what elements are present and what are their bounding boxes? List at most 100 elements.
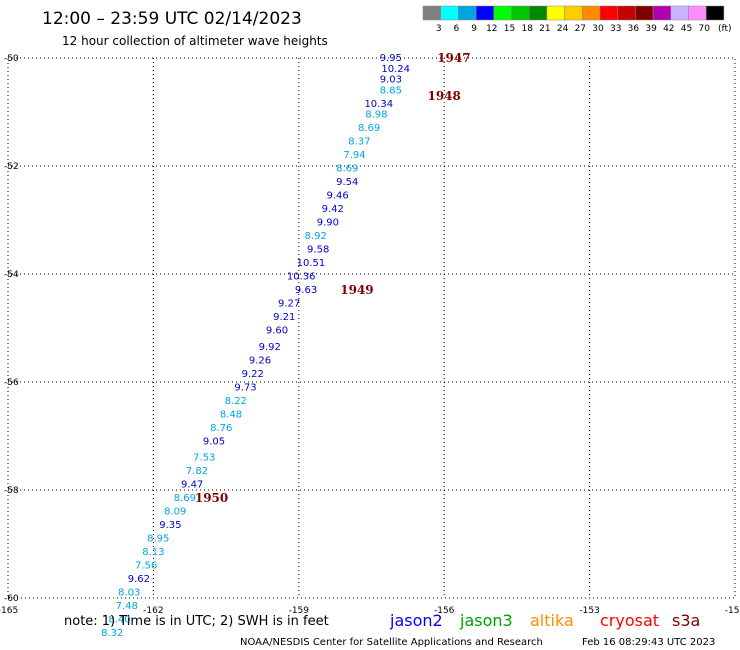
swh-value: 8.69 (174, 493, 196, 504)
legend-swatch (705, 5, 725, 21)
plot-grid (7, 57, 736, 599)
swh-value: 7.82 (186, 466, 208, 477)
legend-swatch (458, 5, 477, 21)
x-tick-label: -159 (289, 606, 310, 616)
legend-swatch (493, 5, 512, 21)
swh-value: 7.48 (116, 601, 138, 612)
x-tick-label: -153 (579, 606, 599, 616)
swh-value: 8.76 (210, 423, 232, 434)
swh-value: 8.85 (380, 85, 402, 96)
swh-value: 9.21 (273, 312, 295, 323)
x-tick-label: -156 (434, 606, 455, 616)
swh-value: 9.47 (181, 480, 203, 491)
legend-swatch (617, 5, 636, 21)
legend-value: 18 (521, 24, 533, 34)
color-scale-legend: 3 6 9 12 15 18 21 24 27 30 33 36 39 42 45 70 (ft) (422, 5, 732, 34)
swh-value: 8.22 (225, 396, 247, 407)
legend-value: 42 (663, 24, 674, 34)
swh-value: 8.03 (118, 588, 140, 599)
y-tick-label: -54 (4, 270, 19, 280)
legend-value: 15 (504, 24, 515, 34)
swh-value: 9.54 (336, 177, 358, 188)
time-label: 1947 (437, 51, 470, 65)
swh-value: 8.09 (164, 507, 186, 518)
footer-credit: NOAA/NESDIS Center for Satellite Applica… (240, 637, 543, 648)
swh-value: 10.36 (287, 272, 316, 283)
legend-value: 6 (454, 24, 460, 34)
swh-value: 7.94 (343, 150, 365, 161)
swh-value: 10.34 (364, 99, 393, 110)
legend-value: 3 (436, 24, 442, 34)
time-label: 1949 (340, 283, 373, 297)
y-tick-label: -52 (4, 162, 19, 172)
legend-swatch (511, 5, 530, 21)
swh-value: 8.48 (220, 409, 242, 420)
satellite-cryosat: cryosat (600, 611, 659, 630)
swh-value: 9.95 (380, 53, 402, 64)
swh-value: 8.13 (142, 547, 164, 558)
axis-tick-labels: -50 -52 -54 -56 -58 -60 -165 -162 -159 -156 -153 -1… (0, 54, 740, 616)
legend-swatch (475, 5, 495, 21)
swh-value: 9.42 (322, 204, 344, 215)
swh-value: 9.22 (242, 369, 264, 380)
x-tick-label: -162 (143, 606, 163, 616)
satellite-jason2: jason2 (389, 611, 443, 630)
swh-value: 9.58 (307, 245, 329, 256)
legend-swatch (635, 5, 654, 21)
legend-value: 9 (471, 24, 477, 34)
time-label: 1950 (195, 491, 228, 505)
satellite-s3a: s3a (672, 611, 700, 630)
satellite-altika: altika (530, 611, 574, 630)
footer-timestamp: Feb 16 08:29:43 UTC 2023 (582, 637, 715, 648)
swh-value: 8.69 (358, 123, 380, 134)
swh-value: 8.69 (336, 164, 358, 175)
legend-swatch (688, 5, 707, 21)
time-labels: 1947 1948 1949 1950 (195, 51, 471, 505)
satellite-jason3: jason3 (459, 611, 513, 630)
swh-value: 8.37 (348, 137, 370, 148)
legend-swatch (440, 5, 459, 21)
legend-swatch (670, 5, 689, 21)
legend-swatch (422, 5, 441, 21)
swh-value: 7.53 (193, 453, 215, 464)
swh-value: 7.56 (135, 561, 157, 572)
legend-value: 45 (681, 24, 692, 34)
swh-value: 8.98 (365, 110, 387, 121)
swh-value: 9.60 (266, 326, 288, 337)
swh-value: 10.24 (381, 64, 410, 75)
chart-title: 12:00 – 23:59 UTC 02/14/2023 (42, 9, 302, 29)
y-tick-label: -50 (4, 54, 19, 64)
y-tick-label: -56 (4, 378, 19, 388)
swh-value: 9.62 (128, 574, 150, 585)
swh-value: 8.95 (147, 534, 169, 545)
swh-value: 8.40 (108, 615, 130, 626)
swh-value: 9.03 (380, 75, 402, 86)
x-tick-label: -150 (725, 606, 740, 616)
legend-swatch (599, 5, 618, 21)
legend-value: 24 (557, 24, 569, 34)
swh-value: 8.32 (101, 628, 123, 639)
legend-unit: (ft) (718, 24, 732, 34)
swh-value: 9.26 (249, 355, 271, 366)
swh-value: 9.73 (234, 382, 256, 393)
legend-value: 33 (610, 24, 621, 34)
legend-value: 39 (645, 24, 657, 34)
units-note: note: 1) Time is in UTC; 2) SWH is in fe… (64, 614, 329, 629)
satellite-legend: jason2 jason3 altika cryosat s3a (389, 611, 700, 630)
swh-value: 9.63 (295, 285, 317, 296)
time-label: 1948 (427, 89, 460, 103)
legend-value: 36 (628, 24, 640, 34)
swh-value: 9.27 (278, 299, 300, 310)
swh-value: 9.35 (159, 520, 181, 531)
legend-swatch (546, 5, 565, 21)
legend-value: 30 (592, 24, 604, 34)
legend-value: 70 (698, 24, 710, 34)
swh-value: 10.51 (297, 258, 326, 269)
legend-value: 21 (539, 24, 550, 34)
legend-swatch (528, 5, 548, 21)
legend-swatch (564, 5, 583, 21)
y-tick-label: -60 (4, 594, 19, 604)
swh-value: 8.92 (305, 231, 327, 242)
swh-value: 9.05 (203, 436, 225, 447)
